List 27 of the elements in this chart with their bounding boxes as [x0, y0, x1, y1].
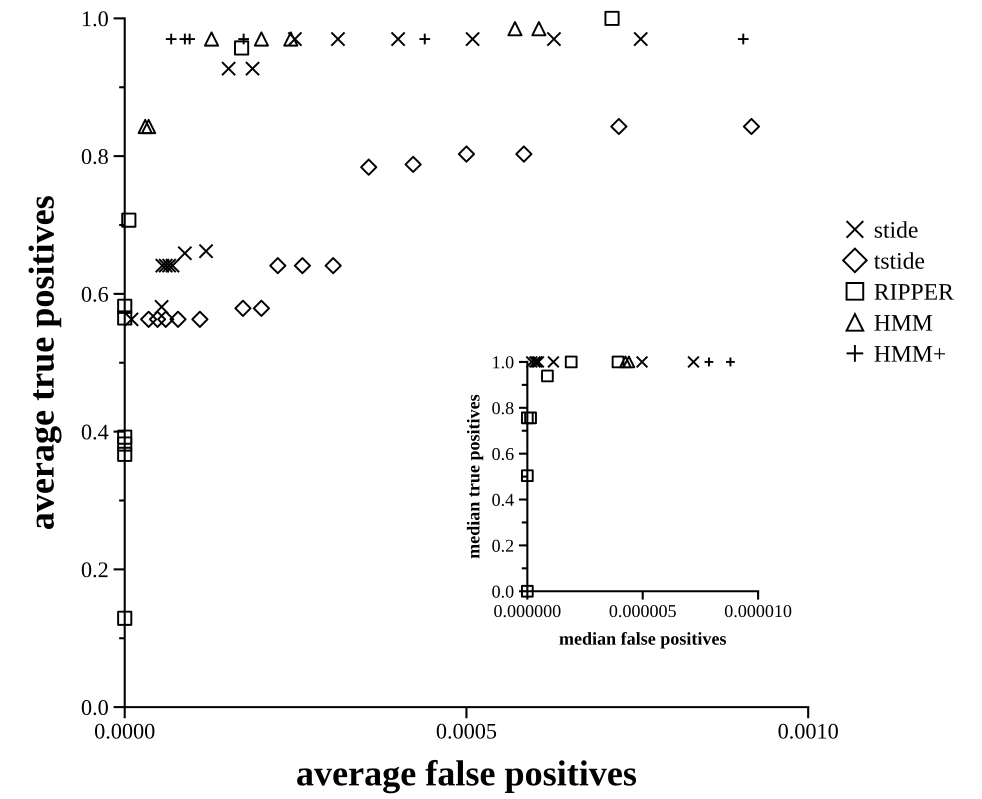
y-tick-label: 0.6 [492, 448, 514, 460]
y-tick-label: 0.2 [82, 562, 108, 578]
x-axis-title: median false positives [559, 632, 726, 648]
legend-label: HMM [874, 315, 932, 331]
y-tick-label: 0.8 [492, 402, 514, 414]
x-tick-label: 0.0005 [436, 724, 496, 739]
y-tick-label: 0.4 [492, 494, 514, 506]
x-tick-label: 0.0010 [778, 724, 838, 739]
legend-label: stide [874, 221, 918, 238]
y-axis-title: median true positives [466, 394, 484, 558]
x-tick-label: 0.000000 [494, 604, 560, 618]
y-tick-label: 1.0 [82, 11, 108, 26]
y-tick-label: 0.2 [492, 540, 514, 552]
y-tick-label: 0.8 [82, 149, 108, 164]
y-axis-title: average true positives [28, 196, 62, 530]
x-tick-label: 0.000010 [724, 604, 792, 618]
y-tick-label: 0.6 [82, 286, 108, 302]
y-tick-label: 0.0 [492, 586, 514, 598]
x-tick-label: 0.0000 [95, 724, 154, 739]
x-axis-title: average false positives [297, 760, 636, 794]
legend-label: HMM+ [874, 346, 946, 362]
x-tick-label: 0.000005 [610, 604, 676, 618]
y-tick-label: 0.0 [82, 700, 108, 716]
y-tick-label: 0.4 [82, 424, 108, 440]
legend-label: RIPPER [874, 284, 954, 300]
y-tick-label: 1.0 [493, 356, 514, 368]
legend-label: tstide [874, 252, 924, 269]
